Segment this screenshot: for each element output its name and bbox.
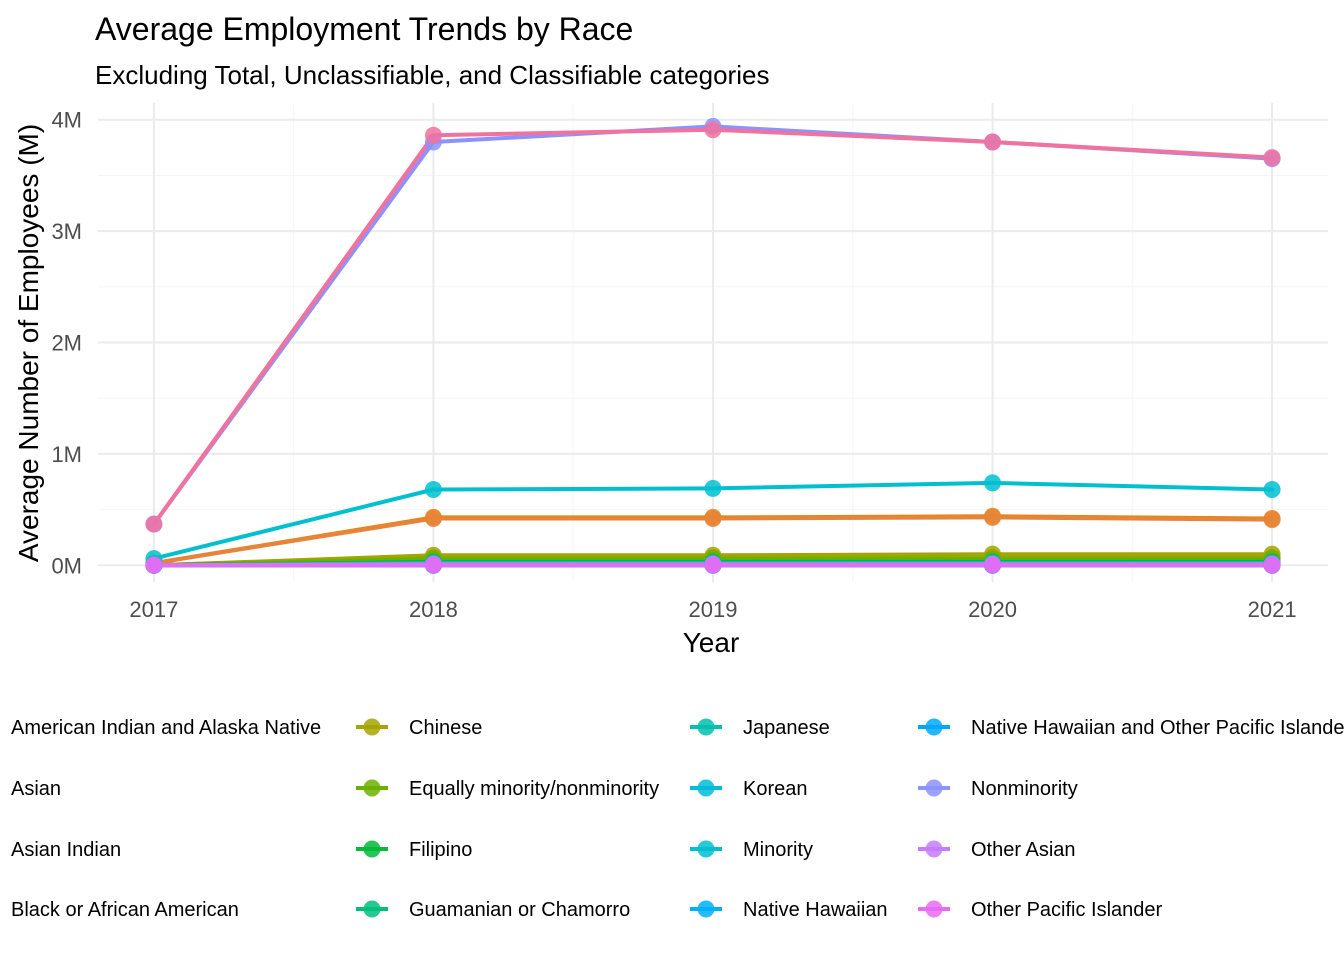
- legend-item: Nonminority: [918, 778, 1078, 800]
- legend-item: Korean: [690, 778, 808, 800]
- legend-key-point: [925, 840, 943, 858]
- legend-item: Equally minority/nonminority: [356, 778, 659, 800]
- x-axis-title: Year: [683, 627, 740, 658]
- legend-item: Other Pacific Islander: [918, 899, 1163, 921]
- legend-label: Minority: [743, 839, 813, 861]
- legend-item: Other Asian: [918, 839, 1076, 861]
- legend-key-point: [363, 840, 381, 858]
- legend-label: Black or African American: [11, 899, 239, 921]
- legend-key-point: [925, 718, 943, 736]
- y-tick-label: 1M: [51, 442, 82, 467]
- data-point: [424, 556, 442, 574]
- x-tick-label: 2021: [1248, 597, 1297, 622]
- y-tick-label: 0M: [51, 553, 82, 578]
- legend: American Indian and Alaska Native Asian As…: [11, 717, 1344, 921]
- data-point: [424, 126, 442, 144]
- legend-item: Filipino: [356, 839, 472, 861]
- legend-label: Filipino: [409, 839, 472, 861]
- legend-key-point: [925, 779, 943, 797]
- legend-label: American Indian and Alaska Native: [11, 717, 321, 739]
- x-axis-ticks: 2017 2018 2019 2020 2021: [129, 597, 1296, 622]
- y-axis-title: Average Number of Employees (M): [13, 124, 44, 562]
- legend-key-point: [363, 900, 381, 918]
- x-tick-label: 2017: [129, 597, 178, 622]
- legend-label: Guamanian or Chamorro: [409, 899, 630, 921]
- data-point: [1263, 481, 1281, 499]
- data-point: [704, 479, 722, 497]
- legend-key-point: [697, 840, 715, 858]
- data-point: [424, 481, 442, 499]
- legend-item: Chinese: [356, 717, 482, 739]
- data-point: [984, 133, 1002, 151]
- legend-item: Native Hawaiian: [690, 899, 888, 921]
- legend-key-point: [697, 900, 715, 918]
- legend-item: Asian: [11, 778, 61, 800]
- y-tick-label: 3M: [51, 219, 82, 244]
- x-tick-label: 2018: [409, 597, 458, 622]
- data-point: [424, 510, 442, 528]
- legend-item: Native Hawaiian and Other Pacific Island…: [918, 717, 1344, 739]
- y-tick-label: 4M: [51, 108, 82, 133]
- data-point: [704, 556, 722, 574]
- chart-title: Average Employment Trends by Race: [95, 11, 633, 47]
- legend-label: Asian Indian: [11, 839, 121, 861]
- data-point: [145, 556, 163, 574]
- x-tick-label: 2019: [689, 597, 738, 622]
- y-tick-label: 2M: [51, 331, 82, 356]
- data-point: [984, 508, 1002, 526]
- legend-item: Guamanian or Chamorro: [356, 899, 630, 921]
- data-point: [1263, 556, 1281, 574]
- y-axis-ticks: 0M 1M 2M 3M 4M: [51, 108, 82, 579]
- legend-item: Asian Indian: [11, 839, 121, 861]
- legend-key-point: [925, 900, 943, 918]
- legend-label: Other Asian: [971, 839, 1076, 861]
- legend-label: Native Hawaiian and Other Pacific Island…: [971, 717, 1344, 739]
- legend-key-point: [363, 718, 381, 736]
- data-point: [984, 474, 1002, 492]
- data-point: [1263, 511, 1281, 529]
- legend-label: Other Pacific Islander: [971, 899, 1163, 921]
- data-point: [704, 121, 722, 139]
- legend-label: Chinese: [409, 717, 482, 739]
- data-points: [145, 117, 1281, 574]
- legend-key-point: [363, 779, 381, 797]
- legend-item: American Indian and Alaska Native: [11, 717, 321, 739]
- legend-item: Black or African American: [11, 899, 239, 921]
- legend-item: Japanese: [690, 717, 830, 739]
- data-point: [145, 515, 163, 533]
- data-point: [1263, 149, 1281, 167]
- data-point: [984, 556, 1002, 574]
- data-point: [704, 510, 722, 528]
- legend-item: Minority: [690, 839, 813, 861]
- legend-label: Korean: [743, 778, 808, 800]
- legend-key-point: [697, 718, 715, 736]
- legend-label: Nonminority: [971, 778, 1078, 800]
- chart-subtitle: Excluding Total, Unclassifiable, and Cla…: [95, 60, 769, 90]
- legend-label: Equally minority/nonminority: [409, 778, 659, 800]
- legend-label: Asian: [11, 778, 61, 800]
- x-tick-label: 2020: [968, 597, 1017, 622]
- legend-key-point: [697, 779, 715, 797]
- legend-label: Japanese: [743, 717, 830, 739]
- legend-label: Native Hawaiian: [743, 899, 888, 921]
